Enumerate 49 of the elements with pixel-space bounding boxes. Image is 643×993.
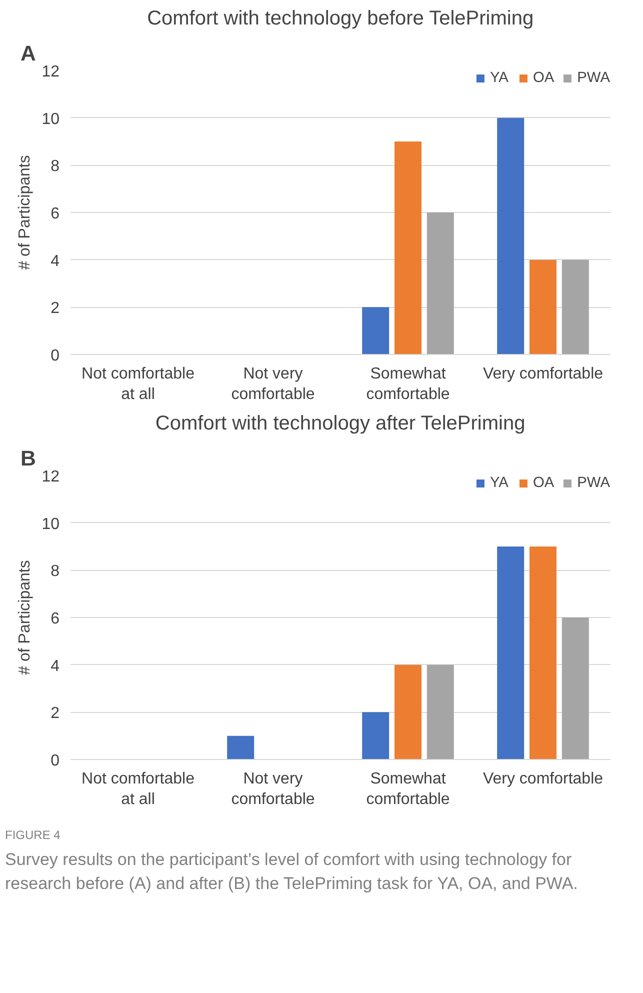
- y-tick-label: 6: [50, 610, 60, 628]
- text: B: [20, 446, 36, 470]
- y-tick-label: 6: [50, 206, 60, 222]
- legend-label: OA: [532, 70, 554, 86]
- chart-title: Comfort with technology after TelePriming: [155, 412, 526, 434]
- x-tick-label: Very comfortable: [482, 770, 604, 788]
- bar: [394, 142, 422, 354]
- text: A: [20, 42, 36, 66]
- x-tick-label: Not very comfortable: [231, 366, 315, 403]
- x-tick-label: Somewhat comfortable: [366, 770, 450, 808]
- y-tick-label: 8: [50, 158, 60, 176]
- bar: [362, 712, 390, 760]
- y-axis-title: # of Participants: [16, 560, 34, 675]
- bar: [227, 736, 254, 760]
- x-tick-label: Somewhat comfortable: [366, 366, 450, 403]
- x-tick-label: Very comfortable: [482, 366, 604, 382]
- legend-label: PWA: [577, 70, 610, 86]
- y-axis-title: # of Participants: [16, 155, 34, 270]
- bar: [530, 260, 556, 354]
- y-tick-label: 10: [42, 110, 60, 128]
- bar: [562, 260, 589, 354]
- y-tick-label: 8: [50, 563, 60, 580]
- caption: FIGURE 4: [5, 827, 62, 844]
- text: Survey results on the participant’s level of comfort with using technology for research before (A) and after (B) the TelePriming task for YA, OA, and PWA.: [5, 849, 579, 896]
- bar: [530, 546, 556, 760]
- bar: [497, 118, 524, 354]
- legend-label: PWA: [577, 475, 610, 491]
- bar: [426, 212, 454, 354]
- bar: [497, 546, 524, 760]
- chart-title: Comfort with technology before TelePriming: [147, 8, 534, 30]
- legend-label: OA: [532, 475, 554, 491]
- y-tick-label: 4: [50, 252, 60, 270]
- x-tick-label: Not comfortable at all: [82, 366, 195, 403]
- legend-label: YA: [490, 475, 510, 491]
- y-tick-label: 12: [42, 468, 60, 486]
- y-tick-label: 4: [50, 658, 60, 675]
- y-tick-label: 0: [50, 752, 60, 770]
- bar: [394, 664, 422, 760]
- x-tick-label: Not very comfortable: [231, 770, 315, 808]
- legend-label: YA: [490, 70, 510, 86]
- y-tick-label: 2: [50, 300, 60, 318]
- bar: [362, 307, 390, 354]
- bar: [426, 664, 454, 760]
- y-tick-label: 12: [42, 64, 60, 80]
- x-tick-label: Not comfortable at all: [82, 770, 195, 808]
- y-tick-label: 10: [42, 516, 60, 533]
- y-tick-label: 2: [50, 705, 60, 722]
- bar: [562, 618, 589, 760]
- y-tick-label: 0: [50, 348, 60, 364]
